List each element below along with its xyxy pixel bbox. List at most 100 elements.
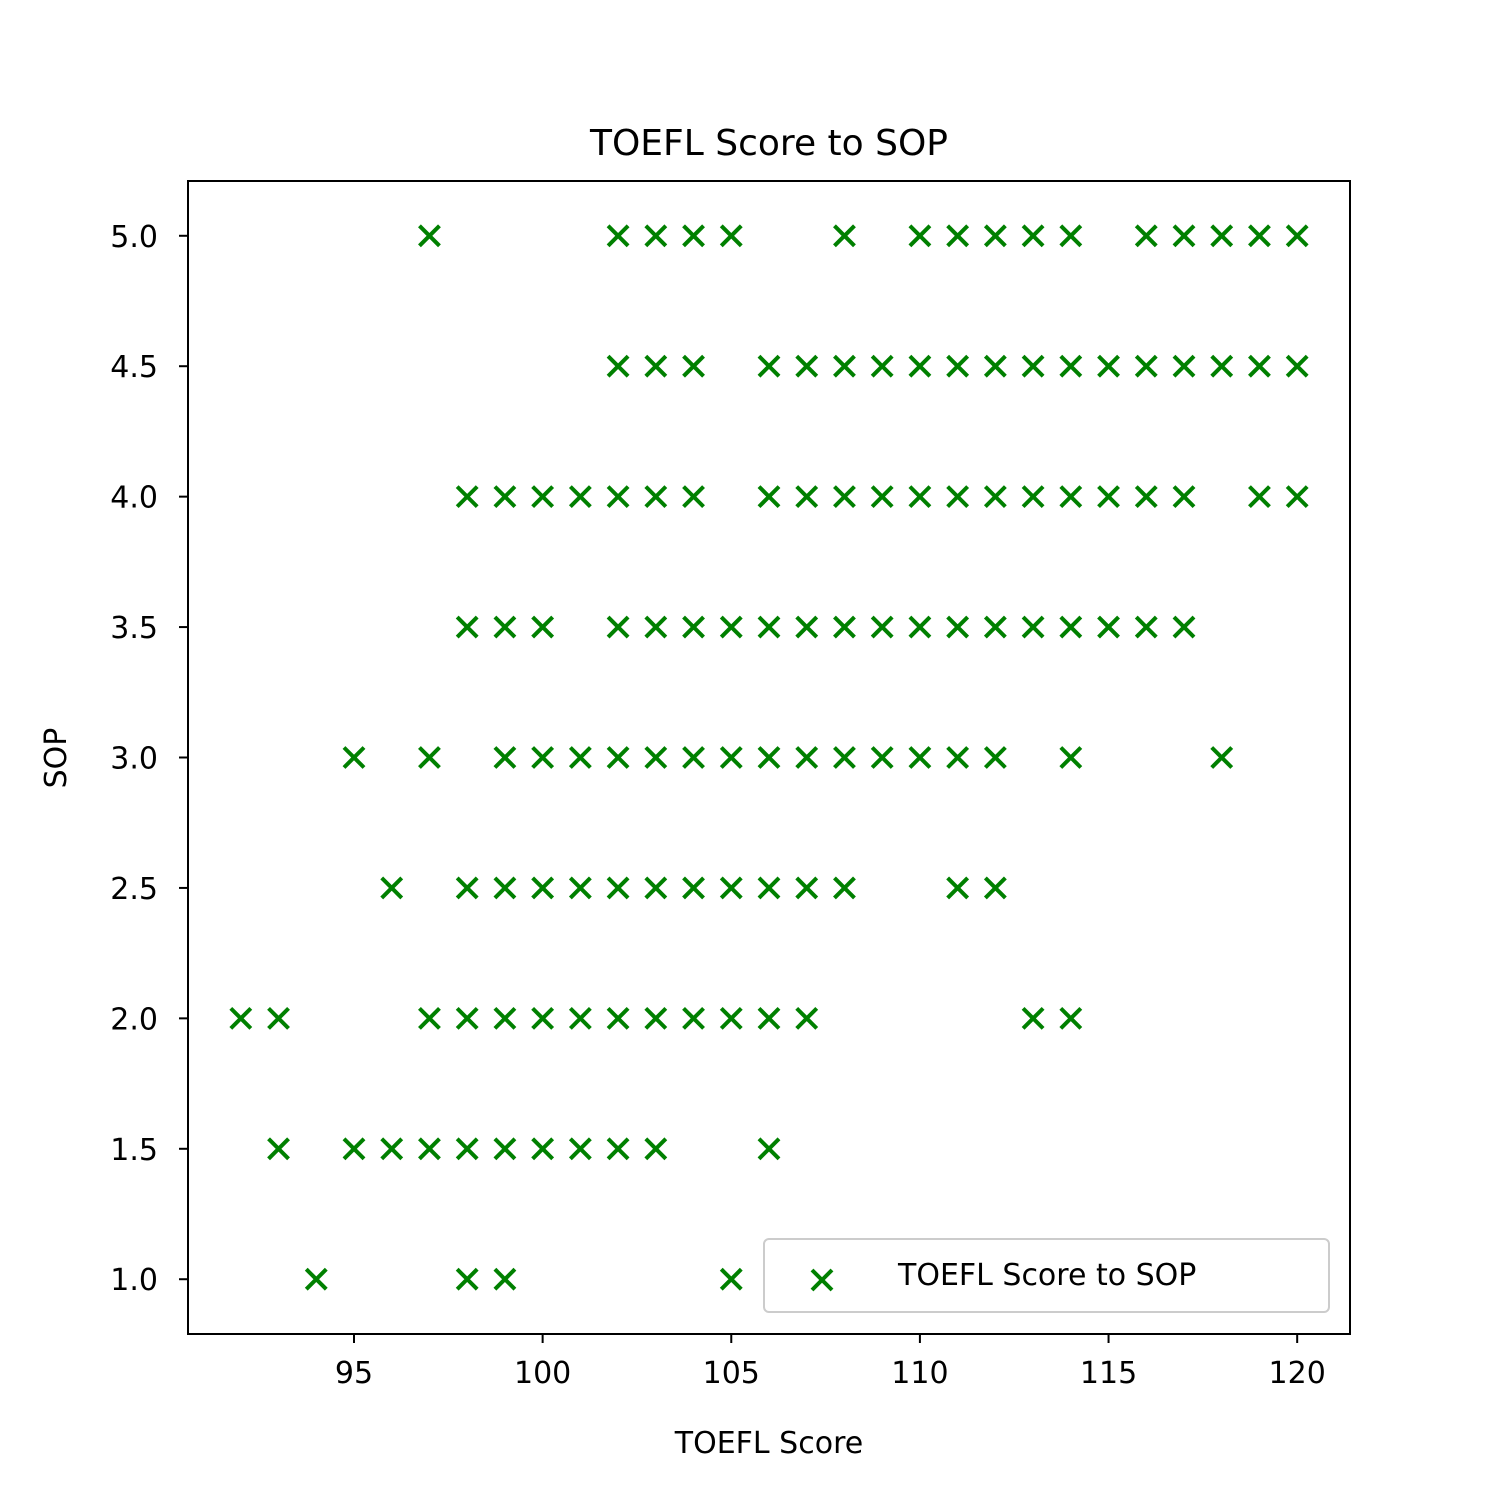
legend-marker [810, 1268, 834, 1292]
x-axis-label: TOEFL Score [674, 1426, 863, 1461]
y-tick-label: 2.0 [110, 1002, 158, 1037]
data-point [908, 224, 932, 248]
y-tick-label: 2.5 [110, 872, 158, 907]
data-point [795, 485, 819, 509]
data-point [983, 615, 1007, 639]
data-point [644, 876, 668, 900]
y-tick-label: 1.0 [110, 1263, 158, 1298]
data-point [1172, 485, 1196, 509]
data-point [531, 615, 555, 639]
data-point [644, 1137, 668, 1161]
chart-title: TOEFL Score to SOP [589, 123, 948, 164]
data-point [531, 485, 555, 509]
y-tick-label: 5.0 [110, 220, 158, 255]
data-point [1097, 485, 1120, 509]
data-point [342, 746, 366, 769]
data-point [833, 224, 856, 248]
data-point [1134, 224, 1158, 248]
data-point [946, 485, 970, 509]
data-point [493, 485, 517, 509]
data-point [757, 615, 781, 639]
data-point [719, 1267, 743, 1291]
data-point [568, 1137, 592, 1161]
data-point [757, 746, 781, 769]
data-point [380, 1137, 404, 1161]
data-point [908, 485, 932, 509]
data-point [493, 1137, 517, 1161]
data-point [1210, 354, 1234, 378]
legend: TOEFL Score to SOP [763, 1238, 1330, 1313]
data-point [1021, 615, 1045, 639]
data-point [1134, 485, 1158, 509]
data-point [644, 224, 668, 248]
data-point [418, 1137, 441, 1161]
y-tick-label: 4.5 [110, 350, 158, 385]
data-point [833, 876, 856, 900]
data-point [606, 615, 630, 639]
data-point [568, 876, 592, 900]
x-tick-label: 100 [514, 1356, 571, 1391]
data-point [1059, 1006, 1083, 1030]
data-point [606, 746, 630, 769]
data-point [1021, 224, 1045, 248]
y-tick-label: 3.0 [110, 742, 158, 777]
data-point [644, 1006, 668, 1030]
data-point [757, 876, 781, 900]
y-axis-ticks: 1.0 1.5 2.0 2.5 3.0 3.5 4.0 4.5 5.0 [110, 220, 188, 1298]
data-point [342, 1137, 366, 1161]
x-tick-label: 120 [1269, 1356, 1326, 1391]
data-point [1059, 615, 1083, 639]
data-point [682, 354, 705, 378]
data-point [833, 485, 856, 509]
data-point [304, 1267, 328, 1291]
y-tick-label: 1.5 [110, 1133, 158, 1168]
data-point [795, 876, 819, 900]
data-point [606, 1006, 630, 1030]
data-point [606, 876, 630, 900]
data-point [493, 1006, 517, 1030]
data-point [682, 1006, 705, 1030]
data-point [1285, 224, 1309, 248]
data-point [870, 615, 894, 639]
legend-entry-label: TOEFL Score to SOP [897, 1258, 1196, 1293]
data-point [908, 354, 932, 378]
data-point [795, 354, 819, 378]
y-tick-label: 4.0 [110, 481, 158, 516]
data-point [568, 746, 592, 769]
x-tick-label: 95 [335, 1356, 373, 1391]
data-point [644, 354, 668, 378]
data-point [644, 746, 668, 769]
data-point [1285, 354, 1309, 378]
data-point [795, 746, 819, 769]
data-point [418, 224, 441, 248]
x-tick-label: 110 [891, 1356, 948, 1391]
data-point [531, 1137, 555, 1161]
data-point [455, 1006, 479, 1030]
data-point [606, 485, 630, 509]
legend-marker-icon [810, 1268, 834, 1292]
data-point [531, 1006, 555, 1030]
data-point [1248, 354, 1271, 378]
data-point [946, 876, 970, 900]
data-point [946, 354, 970, 378]
data-point [682, 224, 705, 248]
data-point [1021, 1006, 1045, 1030]
data-point [870, 354, 894, 378]
data-point [757, 354, 781, 378]
data-point [493, 615, 517, 639]
data-point [795, 1006, 819, 1030]
data-point [455, 1267, 479, 1291]
data-point [682, 615, 705, 639]
data-point [267, 1006, 290, 1030]
data-point [493, 1267, 517, 1291]
data-point [229, 1006, 253, 1030]
data-point [1134, 354, 1158, 378]
x-axis-ticks: 95 100 105 110 115 120 [335, 1334, 1326, 1391]
data-point [1172, 224, 1196, 248]
data-point [983, 746, 1007, 769]
data-point [606, 224, 630, 248]
data-point [493, 876, 517, 900]
data-point [833, 354, 856, 378]
data-point [1059, 746, 1083, 769]
